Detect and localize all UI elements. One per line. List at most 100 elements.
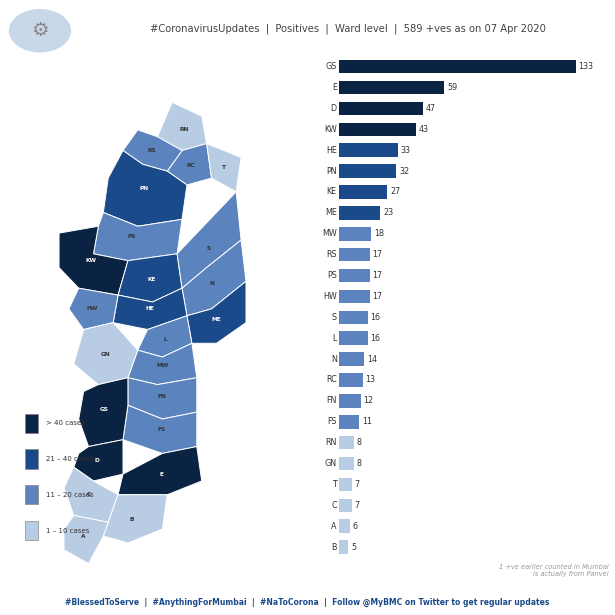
Polygon shape — [207, 144, 241, 192]
Bar — [339, 373, 363, 387]
Polygon shape — [128, 378, 197, 419]
Bar — [339, 248, 370, 261]
Bar — [339, 269, 370, 282]
Text: 33: 33 — [401, 146, 411, 155]
Text: PN: PN — [326, 167, 337, 176]
Text: KE: KE — [327, 188, 337, 196]
Bar — [339, 394, 361, 408]
Text: 18: 18 — [374, 229, 384, 238]
Circle shape — [10, 10, 70, 52]
Polygon shape — [177, 192, 241, 288]
Text: RS: RS — [326, 250, 337, 259]
Text: 7: 7 — [355, 501, 360, 510]
Text: MW: MW — [156, 363, 169, 368]
Bar — [339, 143, 398, 157]
Text: 17: 17 — [372, 292, 383, 301]
Text: RN: RN — [180, 127, 189, 132]
Text: N: N — [331, 355, 337, 363]
Polygon shape — [69, 288, 118, 330]
Text: 59: 59 — [447, 83, 458, 92]
Bar — [339, 122, 416, 136]
Text: 133: 133 — [579, 62, 593, 71]
Text: #CoronavirusUpdates  |  Positives  |  Ward level  |  589 +ves as on 07 Apr 2020: #CoronavirusUpdates | Positives | Ward l… — [149, 24, 546, 34]
Text: S: S — [207, 246, 211, 251]
Text: 47: 47 — [426, 104, 436, 113]
Text: 8: 8 — [356, 459, 362, 468]
Polygon shape — [79, 378, 128, 446]
Text: #BlessedToServe  |  #AnythingForMumbai  |  #NaToCorona  |  Follow @MyBMC on Twit: #BlessedToServe | #AnythingForMumbai | #… — [65, 598, 550, 606]
Bar — [339, 520, 350, 533]
Text: S: S — [331, 313, 337, 322]
Bar — [339, 227, 371, 240]
Polygon shape — [103, 151, 187, 226]
Bar — [339, 436, 354, 450]
Text: 7: 7 — [355, 480, 360, 489]
Text: B: B — [331, 542, 337, 552]
Polygon shape — [187, 281, 246, 343]
Text: ME: ME — [212, 317, 221, 322]
Polygon shape — [113, 288, 187, 330]
Text: GN: GN — [101, 352, 111, 357]
Polygon shape — [93, 212, 182, 261]
Text: E: E — [159, 472, 164, 477]
Text: HE: HE — [146, 306, 154, 311]
Text: KW: KW — [324, 125, 337, 134]
Text: GN: GN — [325, 459, 337, 468]
Text: FN: FN — [157, 394, 166, 399]
Text: PS: PS — [327, 271, 337, 280]
Text: 1 +ve earlier counted in Mumbai
is actually from Panvel: 1 +ve earlier counted in Mumbai is actua… — [499, 564, 609, 577]
Text: N: N — [210, 281, 215, 286]
Bar — [339, 81, 445, 94]
Text: RS: RS — [148, 148, 156, 153]
Text: E: E — [332, 83, 337, 92]
Text: 32: 32 — [399, 167, 409, 176]
Text: HE: HE — [326, 146, 337, 155]
Text: RC: RC — [326, 376, 337, 384]
Text: FN: FN — [327, 397, 337, 405]
Text: KE: KE — [147, 277, 156, 282]
Text: 23: 23 — [383, 208, 393, 217]
Text: HW: HW — [87, 306, 98, 311]
Bar — [339, 331, 368, 345]
Text: FS: FS — [157, 427, 165, 432]
Polygon shape — [118, 446, 202, 494]
Text: A: A — [81, 534, 86, 539]
Polygon shape — [64, 467, 118, 522]
Text: L: L — [164, 336, 167, 342]
Text: 43: 43 — [419, 125, 429, 134]
Bar — [339, 311, 368, 324]
Text: GS: GS — [325, 62, 337, 71]
Text: A: A — [331, 522, 337, 531]
Text: PS: PS — [127, 234, 136, 239]
Bar — [339, 164, 397, 178]
Text: FS: FS — [327, 418, 337, 426]
Text: 1 – 10 cases: 1 – 10 cases — [46, 528, 89, 534]
Text: D: D — [94, 458, 99, 463]
Text: 5: 5 — [351, 542, 356, 552]
Polygon shape — [128, 343, 197, 384]
Bar — [25, 450, 38, 469]
Text: ⚙: ⚙ — [31, 22, 49, 40]
Text: T: T — [222, 165, 226, 170]
Bar — [339, 541, 348, 554]
Polygon shape — [182, 240, 246, 315]
Text: C: C — [331, 501, 337, 510]
Polygon shape — [123, 130, 182, 171]
Text: D: D — [331, 104, 337, 113]
Text: GS: GS — [100, 407, 108, 411]
Bar — [339, 185, 387, 199]
Text: 16: 16 — [371, 313, 381, 322]
Bar — [339, 478, 352, 491]
Text: PN: PN — [140, 186, 148, 191]
Bar — [339, 290, 370, 303]
Text: 14: 14 — [367, 355, 377, 363]
Text: T: T — [332, 480, 337, 489]
Polygon shape — [118, 254, 182, 302]
Text: > 40 cases: > 40 cases — [46, 420, 85, 426]
Text: 8: 8 — [356, 438, 362, 447]
Text: 17: 17 — [372, 250, 383, 259]
Polygon shape — [64, 515, 108, 563]
Text: 11 – 20 cases: 11 – 20 cases — [46, 492, 93, 498]
Text: L: L — [333, 334, 337, 343]
Bar — [25, 413, 38, 433]
